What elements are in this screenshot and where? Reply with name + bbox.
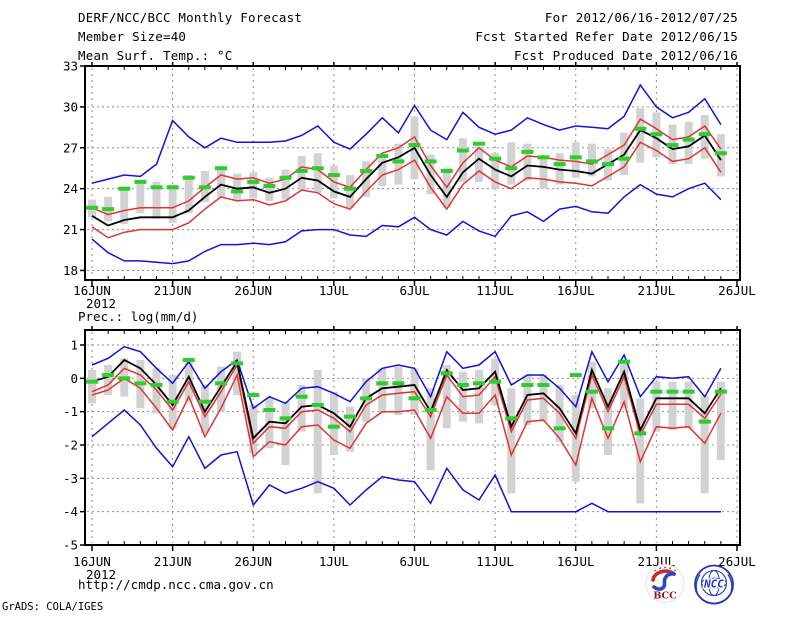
svg-text:26JUN: 26JUN xyxy=(234,283,272,298)
svg-text:26JUL: 26JUL xyxy=(718,283,756,298)
svg-text:-4: -4 xyxy=(63,504,78,519)
svg-text:16JUN: 16JUN xyxy=(73,554,111,569)
svg-text:1: 1 xyxy=(70,338,78,353)
svg-text:-1: -1 xyxy=(63,404,78,419)
svg-text:18: 18 xyxy=(63,263,78,278)
ncc-laurel-left xyxy=(695,574,701,593)
svg-text:1JUL: 1JUL xyxy=(319,283,349,298)
svg-text:11JUL: 11JUL xyxy=(476,554,514,569)
svg-text:21JUN: 21JUN xyxy=(154,554,192,569)
svg-text:16JUN: 16JUN xyxy=(73,283,111,298)
fcst-produced-date-label: Fcst Produced Date 2012/06/16 xyxy=(513,48,738,63)
svg-text:2012: 2012 xyxy=(86,567,116,582)
svg-text:33: 33 xyxy=(63,59,78,74)
svg-text:24: 24 xyxy=(63,181,78,196)
ncc-logo: NCC xyxy=(694,564,734,605)
website-url-text: http://cmdp.ncc.cma.gov.cn xyxy=(78,577,274,592)
temperature-meteogram-chart: 18 21 24 27 30 33 16JUN 21JUN 26JUN 1JUL 6JUL 11JUL… xyxy=(63,59,756,312)
ncc-logo-text: NCC xyxy=(703,578,724,591)
bcc-arc-characters xyxy=(654,566,676,572)
svg-text:16JUL: 16JUL xyxy=(557,554,595,569)
svg-text:30: 30 xyxy=(63,99,78,114)
svg-text:-3: -3 xyxy=(63,471,78,486)
fcst-start-date-label: Fcst Started Refer Date 2012/06/15 xyxy=(475,29,738,44)
grads-credit-text: GrADS: COLA/IGES xyxy=(2,601,104,613)
svg-text:6JUL: 6JUL xyxy=(399,283,429,298)
precipitation-meteogram-chart: -5 -4 -3 -2 -1 0 1 16JUN 21JUN 26JUN 1JUL 6JUL 11JUL… xyxy=(63,326,756,582)
svg-text:27: 27 xyxy=(63,140,78,155)
svg-text:21JUN: 21JUN xyxy=(154,283,192,298)
svg-text:16JUL: 16JUL xyxy=(557,283,595,298)
bcc-swirl-blue xyxy=(652,572,676,591)
svg-text:11JUL: 11JUL xyxy=(476,283,514,298)
svg-text:6JUL: 6JUL xyxy=(399,554,429,569)
svg-text:26JUN: 26JUN xyxy=(234,554,272,569)
bcc-logo-text: BCC xyxy=(653,591,677,602)
svg-text:21JUL: 21JUL xyxy=(638,283,676,298)
ncc-globe-parallel xyxy=(701,577,727,589)
page-title: DERF/NCC/BCC Monthly Forecast xyxy=(78,10,303,25)
prec-chart-title: Prec.: log(mm/d) xyxy=(78,309,199,324)
ncc-laurel-right xyxy=(727,574,733,593)
svg-text:0: 0 xyxy=(70,371,78,386)
member-size-label: Member Size=40 xyxy=(78,29,187,44)
temp-chart-title: Mean Surf. Temp.: °C xyxy=(78,48,233,63)
svg-text:26JUL: 26JUL xyxy=(718,554,756,569)
svg-text:21: 21 xyxy=(63,222,78,237)
bcc-logo: BCC xyxy=(645,564,685,603)
ncc-globe-meridian xyxy=(708,570,720,596)
ncc-base xyxy=(705,601,723,605)
svg-text:2012: 2012 xyxy=(86,296,116,311)
svg-text:-5: -5 xyxy=(63,538,78,553)
forecast-period-label: For 2012/06/16-2012/07/25 xyxy=(544,10,738,25)
svg-text:1JUL: 1JUL xyxy=(319,554,349,569)
svg-text:-2: -2 xyxy=(63,438,78,453)
